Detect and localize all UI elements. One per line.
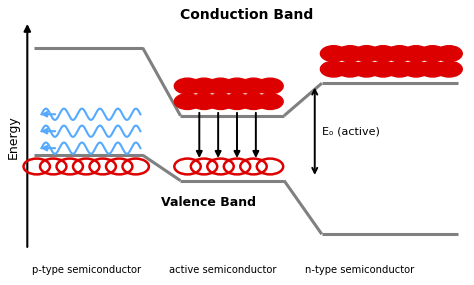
Circle shape: [207, 94, 234, 109]
Circle shape: [403, 61, 429, 77]
Text: active semiconductor: active semiconductor: [169, 265, 277, 275]
Text: Eₒ (active): Eₒ (active): [322, 126, 380, 136]
Circle shape: [419, 61, 446, 77]
Circle shape: [370, 61, 396, 77]
Circle shape: [174, 78, 201, 94]
Circle shape: [174, 94, 201, 109]
Circle shape: [257, 78, 283, 94]
Circle shape: [403, 46, 429, 62]
Text: Conduction Band: Conduction Band: [180, 9, 313, 23]
Circle shape: [354, 46, 380, 62]
Circle shape: [224, 78, 250, 94]
Circle shape: [436, 61, 462, 77]
Circle shape: [257, 94, 283, 109]
Circle shape: [337, 61, 363, 77]
Text: Energy: Energy: [7, 115, 19, 159]
Circle shape: [320, 46, 347, 62]
Circle shape: [386, 46, 413, 62]
Circle shape: [191, 94, 217, 109]
Circle shape: [337, 46, 363, 62]
Text: p-type semiconductor: p-type semiconductor: [32, 265, 141, 275]
Circle shape: [240, 78, 267, 94]
Circle shape: [224, 94, 250, 109]
Circle shape: [370, 46, 396, 62]
Circle shape: [240, 94, 267, 109]
Circle shape: [354, 61, 380, 77]
Circle shape: [386, 61, 413, 77]
Circle shape: [419, 46, 446, 62]
Text: Valence Band: Valence Band: [161, 196, 256, 209]
Circle shape: [320, 61, 347, 77]
Text: n-type semiconductor: n-type semiconductor: [305, 265, 414, 275]
Circle shape: [207, 78, 234, 94]
Circle shape: [191, 78, 217, 94]
Circle shape: [436, 46, 462, 62]
